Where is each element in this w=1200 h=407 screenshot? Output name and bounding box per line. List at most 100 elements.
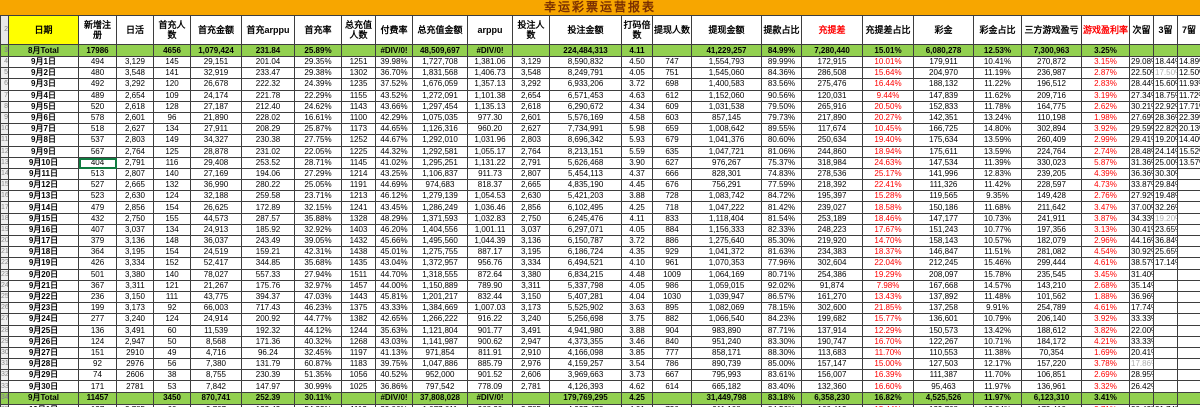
charge-withdraw-diff-ratio-cell[interactable]: 10.45%: [863, 124, 914, 136]
column-header-new-registrations[interactable]: 新增注册: [79, 16, 117, 45]
retention-d7-cell[interactable]: [1178, 214, 1200, 225]
first-charge-amount-cell[interactable]: 7,380: [191, 359, 242, 371]
total-pay-amount-cell[interactable]: 797,542: [413, 381, 468, 393]
retention-d1-cell[interactable]: 36.96%: [1130, 291, 1154, 304]
first-charge-rate-cell[interactable]: 30.11%: [295, 392, 342, 405]
wager-multiple-cell[interactable]: 4.05: [622, 224, 653, 236]
bonus-cell[interactable]: 147,534: [914, 157, 974, 169]
charge-withdraw-diff-cell[interactable]: 219,920: [802, 236, 863, 248]
arppu-cell[interactable]: 901.52: [468, 370, 513, 382]
first-charge-amount-cell[interactable]: 43,775: [191, 291, 242, 304]
withdraw-ratio-cell[interactable]: 84.23%: [762, 314, 802, 326]
charge-withdraw-diff-ratio-cell[interactable]: 7.98%: [863, 280, 914, 292]
bonus-ratio-cell[interactable]: 15.46%: [974, 258, 1022, 270]
date-cell[interactable]: 9月27日: [9, 347, 79, 360]
withdraw-amount-cell[interactable]: 1,059,015: [692, 280, 762, 292]
retention-d7-cell[interactable]: [1178, 303, 1200, 315]
bet-users-cell[interactable]: 3,491: [513, 325, 550, 337]
arppu-cell[interactable]: 911.73: [468, 168, 513, 181]
arppu-cell[interactable]: 956.76: [468, 258, 513, 270]
charge-withdraw-diff-cell[interactable]: 156,007: [802, 370, 863, 382]
retention-d1-cell[interactable]: 22.00%: [1130, 325, 1154, 337]
arppu-cell[interactable]: 832.44: [468, 291, 513, 304]
bonus-cell[interactable]: 137,892: [914, 291, 974, 304]
first-charge-rate-cell[interactable]: 25.87%: [295, 124, 342, 136]
bet-users-cell[interactable]: 2,785: [513, 404, 550, 407]
pay-rate-cell[interactable]: 37.52%: [376, 79, 413, 91]
pay-rate-cell[interactable]: 44.32%: [376, 146, 413, 158]
bonus-cell[interactable]: 111,387: [914, 370, 974, 382]
withdraw-users-cell[interactable]: 747: [653, 57, 692, 69]
bonus-ratio-cell[interactable]: 13.24%: [974, 112, 1022, 125]
retention-d3-cell[interactable]: 17.14%: [1154, 258, 1178, 270]
bonus-ratio-cell[interactable]: 11.48%: [974, 291, 1022, 304]
withdraw-users-cell[interactable]: 777: [653, 347, 692, 360]
withdraw-amount-cell[interactable]: 1,082,069: [692, 303, 762, 315]
bet-users-cell[interactable]: 2,630: [513, 191, 550, 203]
withdraw-users-cell[interactable]: 1009: [653, 269, 692, 281]
retention-d7-cell[interactable]: 13.57%: [1178, 158, 1200, 169]
new-registrations-cell[interactable]: 520: [79, 101, 117, 113]
charge-withdraw-diff-cell[interactable]: 137,914: [802, 325, 863, 337]
retention-d7-cell[interactable]: [1178, 258, 1200, 270]
withdraw-ratio-cell[interactable]: 77.96%: [762, 258, 802, 270]
dau-cell[interactable]: 2,630: [117, 191, 154, 203]
withdraw-users-cell[interactable]: 882: [653, 314, 692, 326]
third-party-game-pnl-cell[interactable]: 188,612: [1022, 325, 1082, 337]
first-charge-amount-cell[interactable]: 36,037: [191, 236, 242, 248]
charge-withdraw-diff-ratio-cell[interactable]: 16.44%: [863, 79, 914, 91]
bet-users-cell[interactable]: 3,129: [513, 57, 550, 69]
retention-d1-cell[interactable]: 30.41%: [1130, 224, 1154, 236]
withdraw-amount-cell[interactable]: 665,182: [692, 381, 762, 393]
wager-multiple-cell[interactable]: 4.25: [622, 202, 653, 214]
retention-d1-cell[interactable]: [1130, 392, 1154, 405]
total-pay-amount-cell[interactable]: 1,371,593: [413, 213, 468, 225]
bet-users-cell[interactable]: 3,548: [513, 68, 550, 80]
wager-multiple-cell[interactable]: 4.01: [622, 404, 653, 407]
withdraw-ratio-cell[interactable]: 74.83%: [762, 168, 802, 181]
withdraw-ratio-cell[interactable]: 92.02%: [762, 280, 802, 292]
retention-d3-cell[interactable]: 22.82%: [1154, 124, 1178, 136]
bet-amount-cell[interactable]: 4,159,257: [550, 359, 622, 371]
game-profit-rate-cell[interactable]: 2.99%: [1082, 135, 1130, 147]
charge-withdraw-diff-cell[interactable]: 302,604: [802, 258, 863, 270]
total-pay-users-cell[interactable]: 1432: [342, 236, 376, 248]
date-cell[interactable]: 9月17日: [9, 236, 79, 248]
arppu-cell[interactable]: 1,032.83: [468, 213, 513, 225]
arppu-cell[interactable]: 1,357.13: [468, 79, 513, 91]
bonus-ratio-cell[interactable]: 11.68%: [974, 202, 1022, 214]
first-charge-amount-cell[interactable]: 66,003: [191, 303, 242, 315]
charge-withdraw-diff-ratio-cell[interactable]: 18.46%: [863, 213, 914, 225]
withdraw-ratio-cell[interactable]: 83.40%: [762, 381, 802, 393]
bet-users-cell[interactable]: 2,791: [513, 157, 550, 169]
withdraw-amount-cell[interactable]: 795,993: [692, 370, 762, 382]
new-registrations-cell[interactable]: 494: [79, 57, 117, 69]
wager-multiple-cell[interactable]: 4.62: [622, 381, 653, 393]
column-header-total-pay-users[interactable]: 总充值人数: [342, 16, 376, 45]
wager-multiple-cell[interactable]: 4.25: [622, 392, 653, 405]
game-profit-rate-cell[interactable]: 4.73%: [1082, 180, 1130, 192]
total-pay-amount-cell[interactable]: 1,318,555: [413, 269, 468, 281]
withdraw-users-cell[interactable]: 698: [653, 79, 692, 91]
column-header-game-profit-rate[interactable]: 游戏盈利率: [1082, 16, 1130, 45]
bet-users-cell[interactable]: 2,910: [513, 347, 550, 360]
withdraw-amount-cell[interactable]: 41,229,257: [692, 45, 762, 57]
charge-withdraw-diff-cell[interactable]: 286,508: [802, 68, 863, 80]
total-pay-users-cell[interactable]: 1328: [342, 213, 376, 225]
bet-amount-cell[interactable]: 179,769,295: [550, 392, 622, 405]
arppu-cell[interactable]: 1,036.46: [468, 202, 513, 214]
withdraw-users-cell[interactable]: 840: [653, 336, 692, 348]
bonus-ratio-cell[interactable]: 11.42%: [974, 180, 1022, 192]
bonus-cell[interactable]: 158,143: [914, 236, 974, 248]
arppu-cell[interactable]: 789.90: [468, 280, 513, 292]
retention-d1-cell[interactable]: 29.08%: [1130, 57, 1154, 69]
total-pay-amount-cell[interactable]: 1,201,217: [413, 291, 468, 304]
pay-rate-cell[interactable]: 44.65%: [376, 124, 413, 136]
first-charge-amount-cell[interactable]: 21,267: [191, 280, 242, 292]
bonus-cell[interactable]: 136,601: [914, 314, 974, 326]
arppu-cell[interactable]: 778.09: [468, 381, 513, 393]
total-pay-amount-cell[interactable]: 1,275,755: [413, 247, 468, 259]
withdraw-amount-cell[interactable]: 857,145: [692, 112, 762, 125]
date-cell[interactable]: 9月25日: [9, 325, 79, 337]
charge-withdraw-diff-cell[interactable]: 7,280,440: [802, 45, 863, 57]
